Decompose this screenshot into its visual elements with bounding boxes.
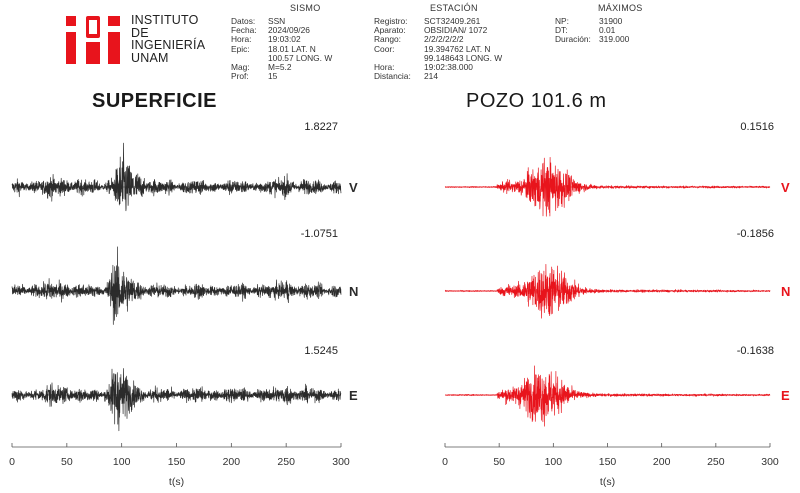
max-label: 1.8227 [304, 121, 338, 133]
x-axis-label: t(s) [169, 476, 184, 488]
maximos-row: DT: 0.01 [555, 25, 629, 36]
x-tick-label: 300 [761, 456, 779, 468]
x-tick-label: 200 [223, 456, 241, 468]
estacion-row: Rango: 2/2/2/2/2/2 [374, 35, 502, 44]
maximos-value: 319.000 [599, 34, 630, 45]
unam-logo [66, 16, 120, 64]
sismo-value: 15 [268, 71, 278, 82]
maximos-row: NP: 31900 [555, 16, 629, 26]
x-tick-label: 100 [113, 456, 131, 468]
x-tick-label: 0 [442, 456, 448, 468]
maximos-key: DT: [555, 25, 568, 36]
estacion-row: 99.148643 LONG. W [374, 52, 503, 63]
sismo-key: Prof: [231, 71, 249, 82]
surface-title: SUPERFICIE [92, 90, 218, 112]
sismo-value: M=5.2 [268, 62, 292, 73]
x-tick-label: 300 [332, 456, 350, 468]
sismo-value: 19:03:02 [268, 34, 301, 45]
sismo-value: SSN [268, 16, 286, 26]
estacion-info: Registro: SCT32409.261 Aparato: OBSIDIAN/ 1… [374, 16, 503, 81]
maximos-key: Duración: [555, 34, 591, 45]
estacion-value: 19:02:38.000 [424, 62, 473, 73]
sismo-info: Datos: SSN Fecha: 2024/09/26 Hora: 19:03:02 Ep… [231, 16, 333, 81]
x-tick-label: 150 [168, 456, 186, 468]
x-tick-label: 100 [545, 456, 563, 468]
estacion-key: Aparato: [374, 25, 406, 36]
maximos-value: 31900 [599, 16, 623, 26]
institution-name: INSTITUTO DE INGENIERÍA UNAM [131, 13, 206, 65]
component-label-E: E [781, 388, 790, 403]
component-label-V: V [781, 180, 790, 195]
sismo-key: Mag: [231, 62, 250, 73]
component-label-N: N [349, 284, 358, 299]
estacion-row: Coor: 19.394762 LAT. N [374, 43, 502, 54]
estacion-key: Registro: [374, 16, 408, 26]
component-label-V: V [349, 180, 358, 195]
maximos-heading: MÁXIMOS [598, 3, 643, 13]
sismo-value: 100.57 LONG. W [268, 52, 333, 63]
sismo-row: Mag: M=5.2 [231, 62, 332, 73]
estacion-value: 99.148643 LONG. W [424, 52, 503, 63]
max-label: -0.1638 [737, 345, 774, 357]
x-tick-label: 150 [599, 456, 617, 468]
trace-N [444, 263, 771, 319]
estacion-key: Rango: [374, 34, 402, 45]
estacion-heading: ESTACIÓN [430, 3, 478, 13]
trace-V [11, 142, 342, 212]
max-label: 1.5245 [304, 345, 338, 357]
trace-N [11, 246, 342, 325]
estacion-value: SCT32409.261 [424, 16, 481, 26]
sismo-row: Hora: 19:03:02 [231, 35, 332, 44]
estacion-value: 2/2/2/2/2/2 [424, 34, 464, 45]
x-tick-label: 50 [61, 456, 73, 468]
estacion-row: Distancia: 214 [374, 72, 502, 81]
sismo-row: Prof: 15 [231, 72, 332, 81]
estacion-key: Coor: [374, 43, 395, 54]
sismo-value: 2024/09/26 [268, 25, 310, 36]
estacion-row: Registro: SCT32409.261 [374, 16, 502, 26]
maximos-info: NP: 31900 DT: 0.01 Duración: 319.000 [555, 16, 629, 45]
min-label: -1.0751 [301, 228, 338, 240]
sismo-row: Fecha: 2024/09/26 [231, 25, 332, 36]
min-label: -0.1856 [737, 228, 774, 240]
estacion-key: Hora: [374, 62, 395, 73]
sismo-row: Datos: SSN [231, 16, 332, 26]
max-label: 0.1516 [740, 121, 774, 133]
x-axis-label: t(s) [600, 476, 615, 488]
well-title: POZO 101.6 m [466, 90, 607, 112]
x-tick-label: 250 [707, 456, 725, 468]
sismo-key: Fecha: [231, 25, 257, 36]
component-label-E: E [349, 388, 358, 403]
sismo-key: Hora: [231, 34, 252, 45]
x-tick-label: 50 [493, 456, 505, 468]
estacion-key: Distancia: [374, 71, 411, 82]
x-tick-label: 250 [277, 456, 295, 468]
estacion-value: 19.394762 LAT. N [424, 43, 491, 54]
trace-E [444, 365, 771, 427]
sismo-key: Epic: [231, 43, 250, 54]
maximos-key: NP: [555, 16, 569, 26]
maximos-value: 0.01 [599, 25, 616, 36]
component-label-N: N [781, 284, 790, 299]
estacion-row: Aparato: OBSIDIAN/ 1072 [374, 25, 502, 36]
x-tick-label: 0 [9, 456, 15, 468]
maximos-row: Duración: 319.000 [555, 35, 629, 44]
sismo-key: Datos: [231, 16, 256, 26]
sismo-row: 100.57 LONG. W [231, 52, 333, 63]
sismo-heading: SISMO [290, 3, 321, 13]
x-tick-label: 200 [653, 456, 671, 468]
trace-E [11, 368, 342, 432]
sismo-row: Epic: 18.01 LAT. N [231, 43, 332, 54]
estacion-value: 214 [424, 71, 438, 82]
estacion-value: OBSIDIAN/ 1072 [424, 25, 488, 36]
estacion-row: Hora: 19:02:38.000 [374, 62, 502, 73]
sismo-value: 18.01 LAT. N [268, 43, 316, 54]
